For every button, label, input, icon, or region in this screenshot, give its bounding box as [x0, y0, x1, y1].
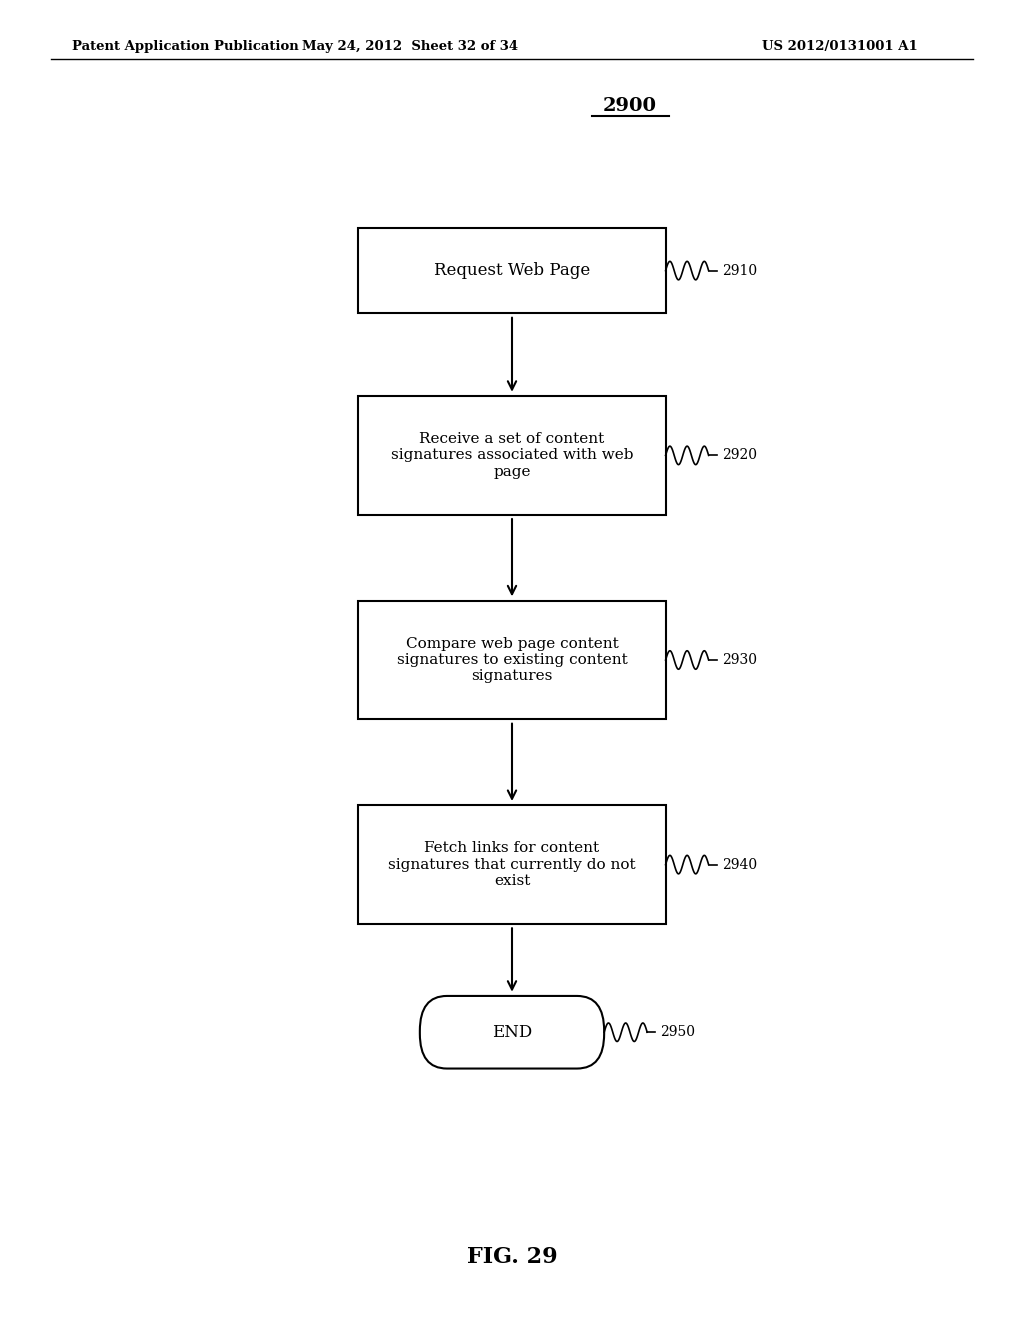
FancyBboxPatch shape — [358, 601, 666, 719]
Text: May 24, 2012  Sheet 32 of 34: May 24, 2012 Sheet 32 of 34 — [301, 40, 518, 53]
FancyBboxPatch shape — [358, 396, 666, 515]
FancyBboxPatch shape — [358, 227, 666, 313]
Text: Compare web page content
signatures to existing content
signatures: Compare web page content signatures to e… — [396, 636, 628, 684]
Text: 2930: 2930 — [722, 653, 757, 667]
Text: US 2012/0131001 A1: US 2012/0131001 A1 — [762, 40, 918, 53]
Text: FIG. 29: FIG. 29 — [467, 1246, 557, 1267]
Text: 2950: 2950 — [660, 1026, 695, 1039]
Text: 2920: 2920 — [722, 449, 757, 462]
Text: 2910: 2910 — [722, 264, 757, 277]
Text: END: END — [492, 1024, 532, 1040]
FancyBboxPatch shape — [358, 805, 666, 924]
Text: Fetch links for content
signatures that currently do not
exist: Fetch links for content signatures that … — [388, 841, 636, 888]
Text: 2900: 2900 — [603, 96, 656, 115]
FancyBboxPatch shape — [420, 995, 604, 1069]
Text: Request Web Page: Request Web Page — [434, 263, 590, 279]
Text: Patent Application Publication: Patent Application Publication — [72, 40, 298, 53]
Text: 2940: 2940 — [722, 858, 757, 871]
Text: Receive a set of content
signatures associated with web
page: Receive a set of content signatures asso… — [391, 432, 633, 479]
